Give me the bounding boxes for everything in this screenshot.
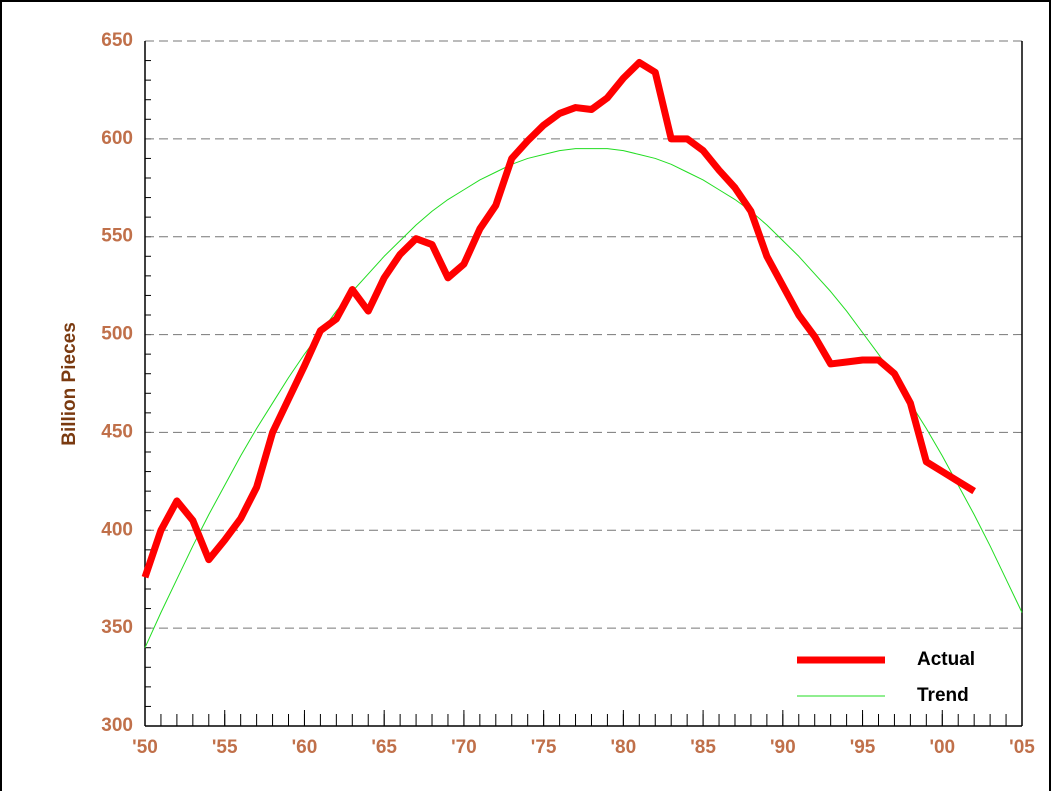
- x-tick-label: '70: [451, 737, 477, 758]
- x-tick-label: '05: [1009, 737, 1035, 758]
- x-tick-label: '85: [690, 737, 716, 758]
- legend-label: Actual: [917, 649, 975, 670]
- x-tick-label: '95: [850, 737, 876, 758]
- x-tick-label: '55: [212, 737, 238, 758]
- x-tick-label: '50: [132, 737, 158, 758]
- y-tick-label: 650: [101, 30, 133, 51]
- y-tick-label: 450: [101, 421, 133, 442]
- data-line: [144, 148, 1023, 648]
- y-tick-label: 400: [101, 519, 133, 540]
- x-tick-label: '75: [531, 737, 557, 758]
- x-tick-label: '65: [371, 737, 397, 758]
- legend-label: Trend: [917, 685, 969, 706]
- data-line: [141, 59, 976, 579]
- y-axis-label: Billion Pieces: [59, 322, 80, 446]
- x-tick-label: '00: [929, 737, 955, 758]
- x-tick-label: '90: [770, 737, 796, 758]
- y-tick-label: 350: [101, 617, 133, 638]
- x-tick-label: '60: [292, 737, 318, 758]
- x-tick-label: '80: [611, 737, 637, 758]
- y-tick-label: 600: [101, 128, 133, 149]
- y-tick-label: 300: [101, 715, 133, 736]
- y-tick-label: 550: [101, 226, 133, 247]
- y-tick-label: 500: [101, 324, 133, 345]
